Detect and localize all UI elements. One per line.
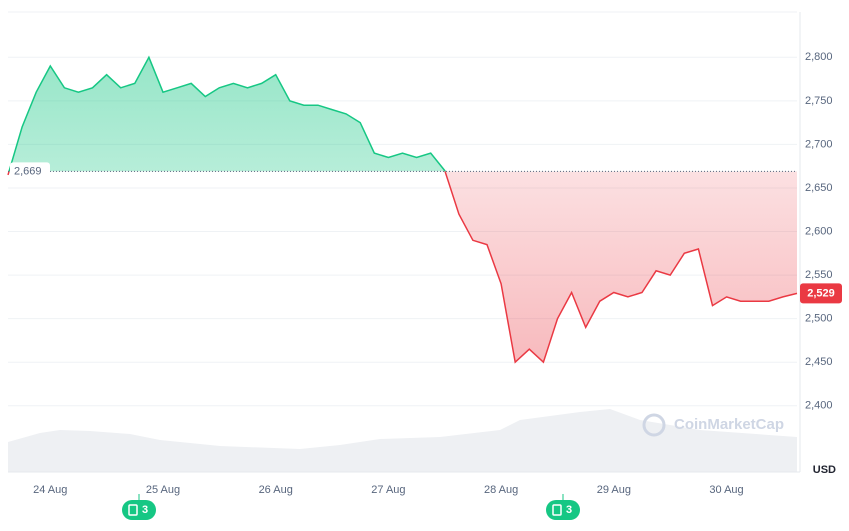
event-count: 3 (566, 504, 572, 516)
y-tick-label: 2,400 (805, 400, 833, 412)
event-bg (122, 500, 156, 520)
x-tick-label: 26 Aug (259, 484, 293, 496)
price-badge (800, 283, 842, 304)
line-up (8, 55, 446, 172)
x-tick-label: 28 Aug (484, 484, 518, 496)
line-down (7, 171, 798, 364)
x-tick-label: 27 Aug (371, 484, 405, 496)
x-tick-label: 24 Aug (33, 484, 67, 496)
price-label: 2,529 (807, 287, 835, 299)
y-tick-label: 2,500 (805, 313, 833, 325)
event-icon (128, 504, 138, 516)
currency-label: USD (813, 464, 836, 476)
y-tick-label: 2,800 (805, 51, 833, 63)
y-tick-label: 2,650 (805, 182, 833, 194)
x-tick-label: 30 Aug (709, 484, 743, 496)
watermark-text: CoinMarketCap (674, 416, 784, 433)
event-bg (546, 500, 580, 520)
y-tick-label: 2,550 (805, 269, 833, 281)
y-tick-label: 2,450 (805, 356, 833, 368)
volume-area (8, 409, 797, 472)
event-badge[interactable]: 3 (546, 494, 580, 520)
y-tick-label: 2,600 (805, 225, 833, 237)
event-badge[interactable]: 3 (122, 494, 156, 520)
x-tick-label: 25 Aug (146, 484, 180, 496)
event-icon (552, 504, 562, 516)
y-tick-label: 2,750 (805, 95, 833, 107)
baseline-label: 2,669 (14, 165, 42, 177)
x-tick-label: 29 Aug (597, 484, 631, 496)
area-down (8, 171, 797, 363)
watermark: CoinMarketCap (642, 413, 784, 437)
event-count: 3 (142, 504, 148, 516)
baseline-badge (10, 162, 50, 181)
y-tick-label: 2,700 (805, 138, 833, 150)
